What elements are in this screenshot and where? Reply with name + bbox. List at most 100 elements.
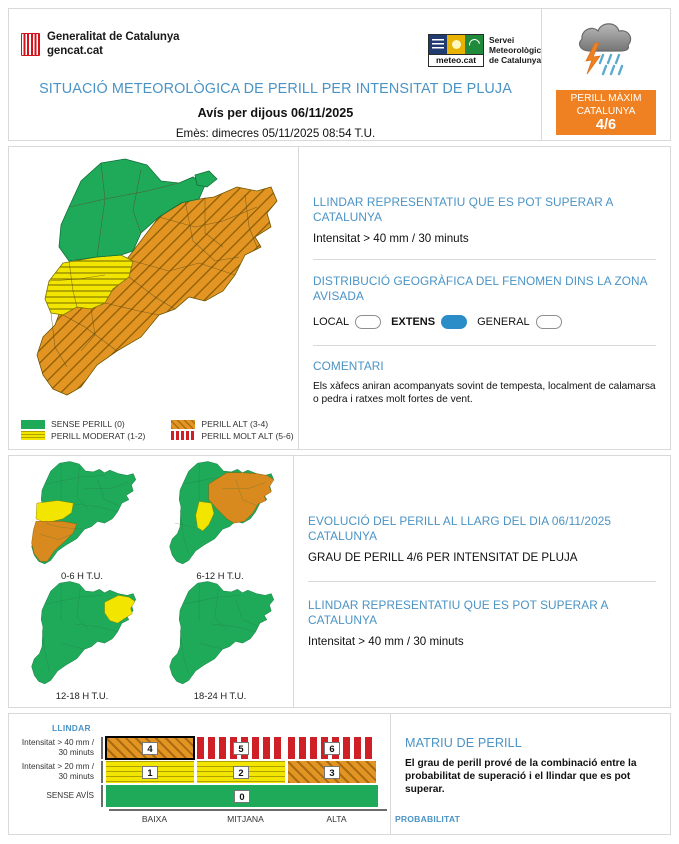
matrix-cell-5[interactable]: 5 (197, 737, 285, 759)
divider-3 (308, 581, 656, 582)
meteocat-logo-squares (429, 35, 483, 54)
toggle-extens[interactable]: EXTENS (391, 315, 468, 329)
lines-icon (429, 35, 447, 54)
legend-label-3: PERILL MOLT ALT (5-6) (201, 431, 294, 441)
header-panel: Generalitat de Catalunya gencat.cat mete… (8, 8, 671, 141)
comment-block: COMENTARI Els xàfecs aniran acompanyats … (299, 346, 670, 406)
matrix-cell-6[interactable]: 6 (288, 737, 376, 759)
matrix-cell-4-value: 4 (142, 741, 158, 755)
matrix-info: MATRIU DE PERILL El grau de perill prové… (391, 714, 670, 834)
matrix-cell-3-value: 3 (324, 765, 340, 779)
matrix-cell-1[interactable]: 1 (106, 761, 194, 783)
legend-label-1: PERILL MODERAT (1-2) (51, 431, 146, 441)
main-warning-details: LLINDAR REPRESENTATIU QUE ES POT SUPERAR… (299, 147, 670, 449)
servei-line3: de Catalunya (489, 55, 542, 65)
evolution-value: GRAU DE PERILL 4/6 PER INTENSITAT DE PLU… (308, 551, 578, 564)
evolution-maps-container: 0-6 H T.U. 6-12 H T.U. (9, 456, 294, 707)
matrix-x-axis (109, 809, 387, 811)
comment-text: Els xàfecs aniran acompanyats sovint de … (313, 381, 656, 405)
evolution-heading: EVOLUCIÓ DEL PERILL AL LLARG DEL DIA 06/… (308, 514, 612, 543)
matrix-cell-5-value: 5 (233, 741, 249, 755)
badge-level: 4/6 (595, 117, 617, 134)
sun-icon (447, 35, 465, 54)
meteocat-label: meteo.cat (429, 54, 483, 66)
servei-line2: Meteorològic (489, 45, 542, 55)
generalitat-logo: Generalitat de Catalunya gencat.cat (21, 31, 180, 58)
max-danger-badge: PERILL MÀXIM CATALUNYA 4/6 (556, 90, 656, 135)
badge-line1: PERILL MÀXIM (570, 93, 642, 105)
matrix-cell-1-value: 1 (142, 765, 158, 779)
matrix-cell-4[interactable]: 4 (105, 736, 195, 760)
threshold-value: Intensitat > 40 mm / 30 minuts (313, 232, 469, 245)
matrix-info-block: MATRIU DE PERILL El grau de perill prové… (391, 714, 670, 796)
toggle-general-label: GENERAL (477, 316, 530, 328)
main-warning-section: SENSE PERILL (0) PERILL MODERAT (1-2) PE… (8, 146, 671, 450)
matrix-cell-0-value: 0 (234, 789, 250, 803)
minimap-18-24: 18-24 H T.U. (151, 578, 289, 703)
matrix-cell-0[interactable]: 0 (106, 785, 378, 807)
evolution-block: EVOLUCIÓ DEL PERILL AL LLARG DEL DIA 06/… (294, 456, 670, 565)
issued-timestamp: Emès: dimecres 05/11/2025 08:54 T.U. (175, 127, 376, 140)
main-map-container: SENSE PERILL (0) PERILL MODERAT (1-2) PE… (9, 147, 299, 449)
evolution-threshold-value: Intensitat > 40 mm / 30 minuts (308, 635, 464, 648)
danger-matrix-section: LLINDAR Intensitat > 40 mm / 30 minuts 4… (8, 713, 671, 835)
header-left: Generalitat de Catalunya gencat.cat mete… (9, 9, 542, 140)
threshold-block: LLINDAR REPRESENTATIU QUE ES POT SUPERAR… (299, 147, 670, 246)
minimap-12-18-caption: 12-18 H T.U. (55, 690, 109, 701)
toggle-extens-label: EXTENS (391, 316, 436, 328)
matrix-cell-2[interactable]: 2 (197, 761, 285, 783)
evolution-details: EVOLUCIÓ DEL PERILL AL LLARG DEL DIA 06/… (294, 456, 670, 707)
legend-label-0: SENSE PERILL (0) (51, 419, 125, 429)
matrix-ylabel: LLINDAR (52, 723, 91, 733)
matrix-col-baixa: BAIXA (141, 814, 168, 824)
header-right: PERILL MÀXIM CATALUNYA 4/6 (542, 9, 670, 140)
meteocat-logo: meteo.cat Servei Meteorològic de Catalun… (428, 34, 541, 67)
matrix-row-3: SENSE AVÍS 0 (17, 785, 474, 807)
evolution-threshold-heading: LLINDAR REPRESENTATIU QUE ES POT SUPERAR… (308, 598, 608, 627)
threshold-heading: LLINDAR REPRESENTATIU QUE ES POT SUPERAR… (313, 195, 613, 224)
toggle-general[interactable]: GENERAL (477, 315, 562, 329)
minimap-0-6-caption: 0-6 H T.U. (60, 570, 104, 581)
minimap-12-18: 12-18 H T.U. (13, 578, 151, 703)
wind-curve-icon (465, 35, 483, 54)
matrix-col-alta: ALTA (326, 814, 347, 824)
toggle-local-label: LOCAL (313, 316, 350, 328)
toggle-local-switch[interactable] (355, 315, 382, 329)
toggle-extens-switch[interactable] (441, 315, 468, 329)
matrix-row-2-label: Intensitat > 20 mm / 30 minuts (21, 762, 94, 781)
catalonia-warning-map (36, 158, 278, 396)
comment-heading: COMENTARI (313, 359, 384, 373)
badge-line2: CATALUNYA (576, 105, 636, 117)
toggle-local[interactable]: LOCAL (313, 315, 382, 329)
minimap-0-6: 0-6 H T.U. (13, 458, 151, 583)
servei-line1: Servei (489, 35, 515, 45)
minimap-18-24-svg (169, 581, 275, 685)
generalitat-logo-text: Generalitat de Catalunya gencat.cat (47, 31, 180, 58)
matrix-xlabel: PROBABILITAT (394, 814, 461, 824)
matrix-info-text: El grau de perill prové de la combinació… (405, 758, 637, 795)
minimap-6-12: 6-12 H T.U. (151, 458, 289, 583)
legend-swatch-red (171, 431, 196, 440)
matrix-cell-2-value: 2 (233, 765, 249, 779)
matrix-rows: Intensitat > 40 mm / 30 minuts 4 5 6 (17, 736, 474, 824)
legend-swatch-yellow (21, 431, 45, 440)
evolution-threshold-block: LLINDAR REPRESENTATIU QUE ES POT SUPERAR… (294, 582, 670, 649)
page-title: SITUACIÓ METEOROLÒGICA DE PERILL PER INT… (39, 81, 512, 97)
divider-1 (313, 259, 656, 260)
matrix-cell-3[interactable]: 3 (288, 761, 376, 783)
legend-group-high: PERILL ALT (3-4) PERILL MOLT ALT (5-6) (171, 419, 294, 441)
evolution-section: 0-6 H T.U. 6-12 H T.U. (8, 455, 671, 708)
thunderstorm-rain-icon (579, 23, 632, 76)
legend-swatch-green (21, 420, 45, 429)
matrix-info-heading: MATRIU DE PERILL (405, 736, 522, 750)
generalitat-line2: gencat.cat (47, 44, 103, 57)
minimap-18-24-caption: 18-24 H T.U. (193, 690, 247, 701)
matrix-cell-6-value: 6 (324, 741, 340, 755)
meteocat-logo-box: meteo.cat (428, 34, 484, 67)
servei-meteorologic-text: Servei Meteorològic de Catalunya (489, 34, 541, 65)
toggle-general-switch[interactable] (535, 315, 562, 329)
matrix-row-1: Intensitat > 40 mm / 30 minuts 4 5 6 (17, 736, 474, 760)
matrix-row-3-label: SENSE AVÍS (46, 791, 94, 800)
distribution-block: DISTRIBUCIÓ GEOGRÀFICA DEL FENOMEN DINS … (299, 260, 670, 304)
